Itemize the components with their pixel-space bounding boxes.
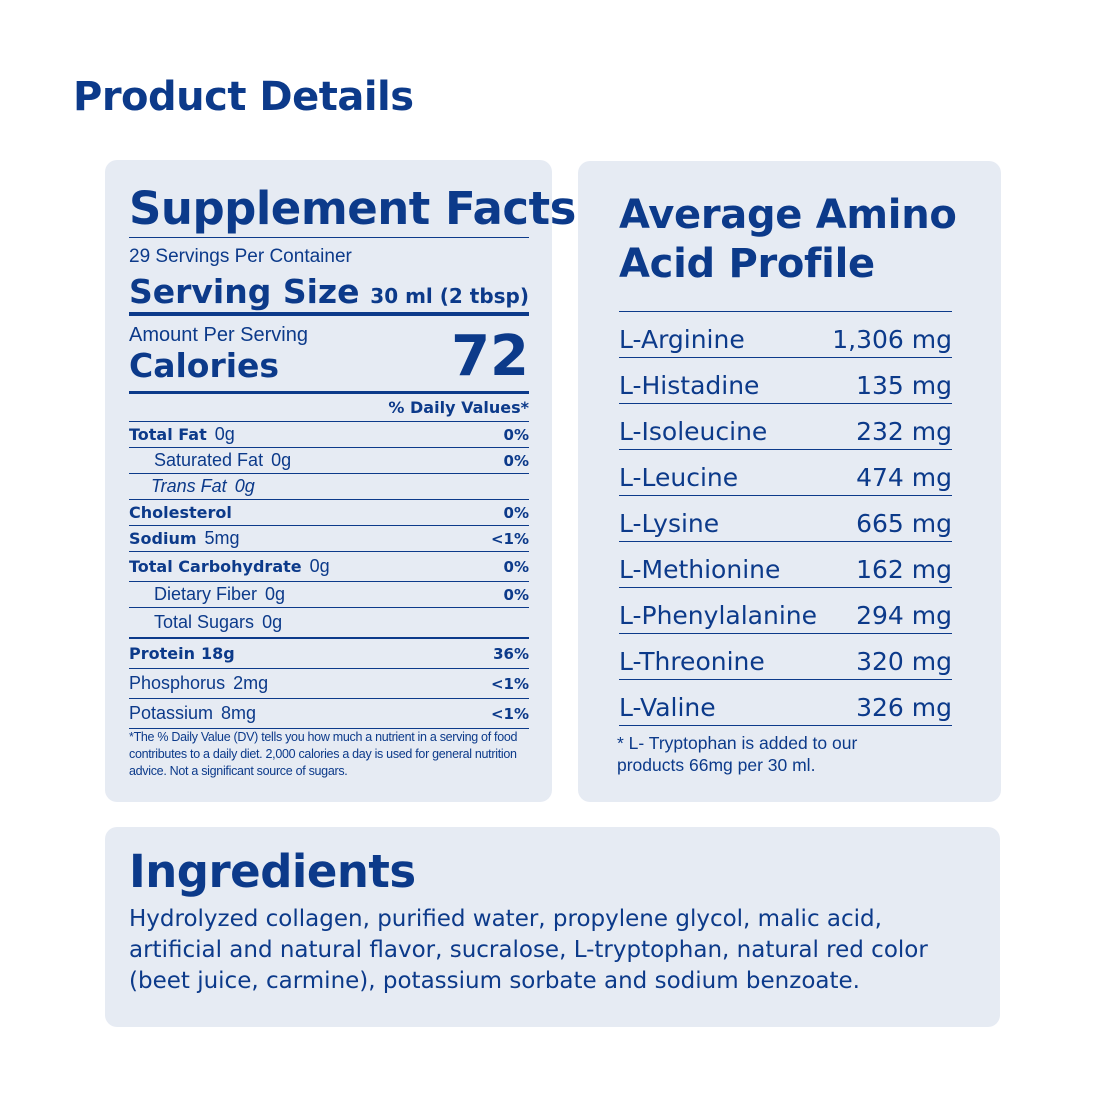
facts-title: Supplement Facts [129, 182, 576, 238]
nutrient-name: Potassium [129, 703, 214, 723]
nutrient-name: Protein [129, 644, 195, 663]
amino-name: L-Arginine [619, 325, 745, 354]
nutrient-amount: 0g [214, 424, 235, 444]
amino-amount: 665 mg [856, 509, 952, 538]
nutrient-name: Dietary Fiber [154, 584, 258, 604]
amino-amount: 326 mg [856, 693, 952, 722]
amino-row: L-Methionine 162 mg [619, 542, 952, 588]
nutrient-dv: 0% [503, 425, 529, 444]
amino-row: L-Leucine 474 mg [619, 450, 952, 496]
amino-row: L-Lysine 665 mg [619, 496, 952, 542]
amino-name: L-Threonine [619, 647, 765, 676]
serving-size-row: Serving Size 30 ml (2 tbsp) [129, 268, 529, 316]
amino-panel: Average Amino Acid Profile L-Arginine 1,3… [578, 161, 1001, 802]
nutrient-amount: 8mg [221, 703, 257, 723]
nutrient-amount: 2mg [233, 673, 269, 693]
amino-amount: 474 mg [856, 463, 952, 492]
nutrient-name: Saturated Fat [154, 450, 264, 470]
nutrient-name: Total Carbohydrate [129, 557, 302, 576]
amino-amount: 320 mg [856, 647, 952, 676]
supplement-facts-panel: Supplement Facts 29 Servings Per Contain… [105, 160, 576, 802]
page-title: Product Details [73, 74, 414, 120]
amino-row: L-Threonine 320 mg [619, 634, 952, 680]
amino-table: L-Arginine 1,306 mg L-Histadine 135 mg L-Iso… [619, 311, 952, 726]
amino-row: L-Phenylalanine 294 mg [619, 588, 952, 634]
nutrient-row: Saturated Fat 0g 0% [129, 447, 529, 473]
nutrient-amount: 0g [234, 476, 255, 496]
nutrient-amount: 0g [262, 612, 283, 632]
amount-label: Amount Per Serving [129, 324, 308, 346]
ingredients-text: Hydrolyzed collagen, purified water, pro… [129, 906, 928, 994]
nutrient-row: Total Sugars 0g [129, 607, 529, 637]
nutrient-amount: 0g [265, 584, 286, 604]
facts-footnote: *The % Daily Value (DV) tells you how mu… [129, 730, 518, 778]
nutrient-row: Phosphorus 2mg <1% [129, 668, 529, 698]
amino-amount: 1,306 mg [832, 325, 952, 354]
amino-title: Average Amino Acid Profile [619, 192, 957, 287]
amino-name: L-Phenylalanine [619, 601, 817, 630]
nutrient-name: Cholesterol [129, 503, 232, 522]
calories: 72 [451, 324, 529, 389]
nutrient-dv: 36% [493, 644, 529, 663]
amino-name: L-Histadine [619, 371, 760, 400]
amino-amount: 232 mg [856, 417, 952, 446]
nutrient-name: Total Fat [129, 425, 207, 444]
nutrient-row: Protein 18g 36% [129, 637, 529, 668]
nutrient-row: Dietary Fiber 0g 0% [129, 581, 529, 607]
servings: 29 Servings Per Container [129, 246, 352, 267]
amino-row: L-Arginine 1,306 mg [619, 312, 952, 358]
amino-row: L-Histadine 135 mg [619, 358, 952, 404]
nutrient-dv: <1% [490, 529, 529, 548]
nutrient-dv: 0% [503, 557, 529, 576]
amino-name: L-Lysine [619, 509, 720, 538]
nutrient-row: Total Carbohydrate 0g 0% [129, 551, 529, 581]
nutrient-name: Total Sugars [154, 612, 255, 632]
serving-size-label: Serving Size [129, 272, 360, 311]
nutrient-amount: 18g [200, 644, 235, 663]
amino-amount: 294 mg [856, 601, 952, 630]
amino-name: L-Isoleucine [619, 417, 768, 446]
ingredients-panel: Ingredients Hydrolyzed collagen, purifie… [105, 827, 1000, 1027]
amino-row: L-Valine 326 mg [619, 680, 952, 726]
amino-footnote: * L- Tryptophan is added to our products… [617, 733, 858, 775]
amino-name: L-Valine [619, 693, 716, 722]
nutrient-dv: <1% [490, 704, 529, 723]
divider [129, 391, 529, 394]
nutrient-row: Potassium 8mg <1% [129, 698, 529, 728]
amino-row: L-Isoleucine 232 mg [619, 404, 952, 450]
amino-amount: 162 mg [856, 555, 952, 584]
nutrient-dv: <1% [490, 674, 529, 693]
nutrient-dv: 0% [503, 451, 529, 470]
nutrient-dv: 0% [503, 503, 529, 522]
ingredients-title: Ingredients [129, 845, 416, 898]
dv-header: % Daily Values* [388, 398, 529, 417]
amino-name: L-Methionine [619, 555, 781, 584]
nutrient-name: Sodium [129, 529, 197, 548]
calories-label: Calories [129, 346, 280, 385]
nutrient-row: Cholesterol 0% [129, 499, 529, 525]
nutrient-name: Trans Fat [151, 476, 227, 496]
nutrient-dv: 0% [503, 585, 529, 604]
nutrient-amount: 0g [271, 450, 292, 470]
amino-amount: 135 mg [856, 371, 952, 400]
nutrient-name: Phosphorus [129, 673, 226, 693]
serving-size: 30 ml (2 tbsp) [370, 284, 529, 308]
nutrient-row: Trans Fat 0g [129, 473, 529, 499]
nutrient-row: Total Fat 0g 0% [129, 421, 529, 447]
nutrient-table: Total Fat 0g 0% Saturated Fat 0g 0% Trans Fa… [129, 421, 529, 729]
amino-name: L-Leucine [619, 463, 739, 492]
nutrient-amount: 0g [309, 556, 330, 576]
nutrient-row: Sodium 5mg <1% [129, 525, 529, 551]
nutrient-amount: 5mg [204, 528, 240, 548]
